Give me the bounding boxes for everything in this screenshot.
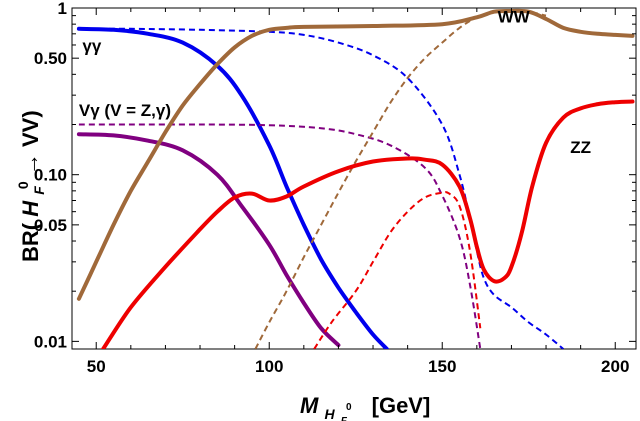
annotation-label: ZZ bbox=[570, 138, 591, 157]
x-axis-title-unit: [GeV] bbox=[372, 393, 431, 418]
y-tick-label: 0.01 bbox=[34, 332, 67, 351]
series-line-vg bbox=[76, 132, 341, 348]
y-tick-label: 0.05 bbox=[34, 216, 67, 235]
y-axis-title-post: → VV) bbox=[18, 110, 43, 175]
y-axis-title-h: H bbox=[18, 200, 43, 217]
plot-frame bbox=[71, 7, 637, 350]
x-axis-title: M H F 0 [GeV] bbox=[300, 390, 430, 421]
series-line-ww bbox=[76, 8, 635, 301]
x-tick-label: 200 bbox=[601, 357, 629, 376]
series-line-gg bbox=[76, 26, 389, 349]
x-axis-title-main: M bbox=[300, 393, 319, 418]
x-tick-label: 100 bbox=[255, 357, 283, 376]
series-layer bbox=[76, 8, 635, 349]
x-tick-label: 50 bbox=[87, 357, 106, 376]
y-axis-ticks: 0.01 0.05 0.10 0.50 1 bbox=[34, 0, 636, 351]
y-axis-title-sup: 0 bbox=[15, 181, 31, 189]
y-axis-title-pre: BR( bbox=[18, 222, 43, 262]
x-axis-title-sub: H bbox=[324, 406, 335, 421]
x-tick-label: 150 bbox=[428, 357, 456, 376]
x-axis-title-subsub: F bbox=[341, 416, 348, 421]
y-tick-label: 1 bbox=[58, 0, 67, 18]
y-axis-title: BR( H F 0 → VV) bbox=[8, 110, 49, 262]
annotation-layer: γγ Vγ (V = Z,γ) WW ZZ bbox=[79, 7, 591, 157]
annotation-label: Vγ (V = Z,γ) bbox=[79, 101, 171, 120]
annotation-label: γγ bbox=[82, 36, 101, 55]
series-line-zz-dashed bbox=[313, 191, 482, 349]
y-tick-label: 0.10 bbox=[34, 166, 67, 185]
series-line-zz bbox=[101, 99, 635, 349]
annotation-label: WW bbox=[498, 7, 531, 26]
x-axis-ticks: 50 100 150 200 bbox=[87, 8, 629, 376]
y-tick-label: 0.50 bbox=[34, 49, 67, 68]
series-line-ww-dashed bbox=[254, 9, 547, 349]
series-line-gg-dashed bbox=[78, 27, 564, 349]
plot-border bbox=[71, 7, 637, 350]
series-line-vg-dashed bbox=[78, 123, 482, 349]
y-axis-title-sub: F bbox=[31, 186, 47, 195]
x-axis-title-subsup: 0 bbox=[346, 402, 352, 413]
